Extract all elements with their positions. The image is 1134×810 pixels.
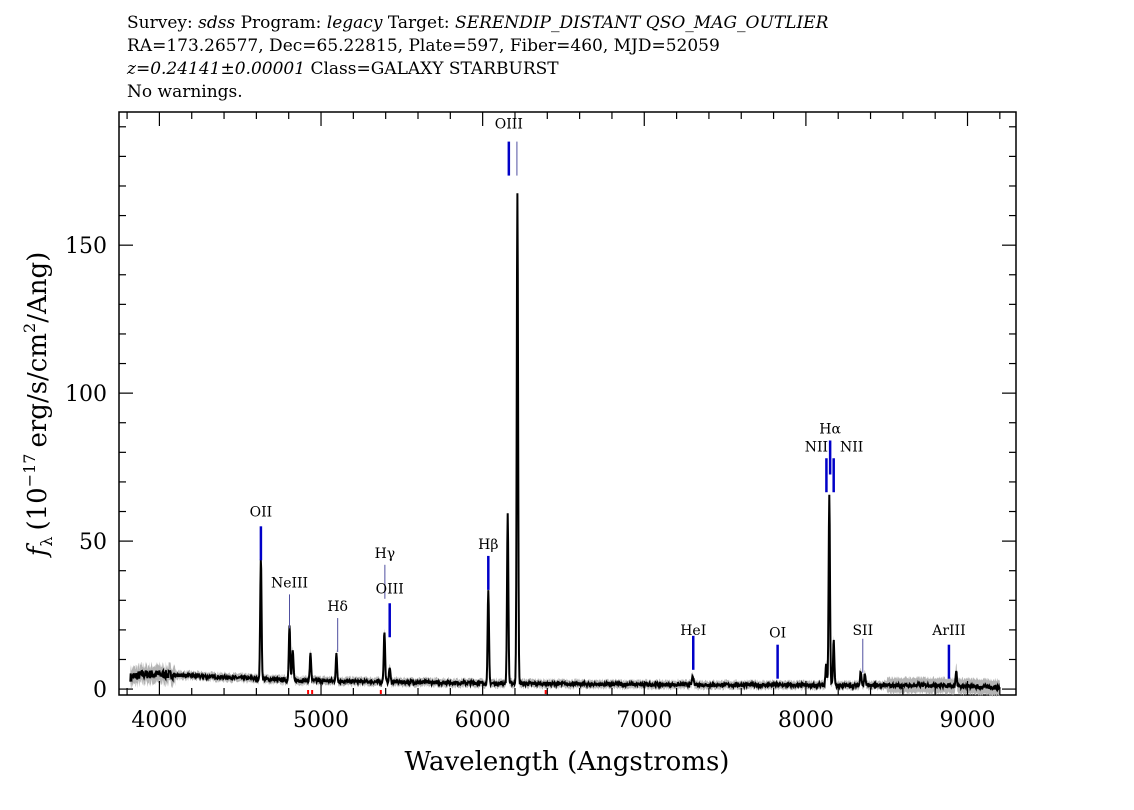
y-label-sq: 2 <box>20 323 39 333</box>
y-label-sub: λ <box>37 537 56 547</box>
line-label: NeIII <box>271 575 308 591</box>
x-tick-label: 5000 <box>293 708 349 733</box>
redshift-value: z=0.24141±0.00001 <box>127 59 306 79</box>
header-line-2: RA=173.26577, Dec=65.22815, Plate=597, F… <box>127 36 720 56</box>
x-axis-label: Wavelength (Angstroms) <box>405 747 730 777</box>
line-label: Hγ <box>375 546 396 562</box>
line-label: HeI <box>680 623 706 639</box>
line-label: NII <box>805 439 828 455</box>
warnings-text: No warnings. <box>127 82 243 102</box>
x-tick-label: 8000 <box>778 708 834 733</box>
y-label-c: /Ang) <box>23 252 53 323</box>
y-label-a: (10 <box>23 487 53 530</box>
plot-frame <box>118 111 1017 696</box>
target-value: SERENDIP_DISTANT QSO_MAG_OUTLIER <box>455 13 829 33</box>
line-label: OI <box>769 626 786 642</box>
program-value: legacy <box>326 13 383 33</box>
line-label: SII <box>852 623 873 639</box>
x-tick-label: 7000 <box>616 708 672 733</box>
survey-value: sdss <box>198 13 236 33</box>
class-value: Class=GALAXY STARBURST <box>310 59 559 79</box>
line-label: Hδ <box>327 599 348 615</box>
spectrum-series <box>129 193 1001 693</box>
x-tick-label: 4000 <box>131 708 187 733</box>
x-tick-label: 6000 <box>455 708 511 733</box>
target-label: Target: <box>387 13 450 33</box>
line-label: NII <box>840 439 863 455</box>
y-label-exp: −17 <box>20 454 39 488</box>
y-tick-label: 0 <box>93 678 107 703</box>
line-label: Hα <box>819 422 841 438</box>
line-label: ArIII <box>931 623 965 639</box>
program-label: Program: <box>240 13 322 33</box>
y-tick-label: 150 <box>65 234 107 259</box>
header-line-3: z=0.24141±0.00001 Class=GALAXY STARBURST <box>127 58 828 81</box>
axis-ticks: 4000 5000 6000 7000 8000 9000 0 50 100 150 <box>65 112 1016 733</box>
mask-markers <box>307 690 547 694</box>
y-tick-label: 100 <box>65 382 107 407</box>
line-label: OIII <box>376 581 404 597</box>
spectrum-line <box>129 193 1001 693</box>
x-tick-label: 9000 <box>940 708 996 733</box>
header-line-1: Survey: sdss Program: legacy Target: SER… <box>127 12 828 35</box>
line-label: OII <box>250 504 273 520</box>
y-label-b: erg/s/cm <box>23 333 53 448</box>
line-markers: OIINeIIIHδHγOIIIHβOIIIOIIIHeIOINIIHαNIIS… <box>250 117 966 679</box>
survey-label: Survey: <box>127 13 193 33</box>
line-label: Hβ <box>478 537 498 553</box>
spectrum-header: Survey: sdss Program: legacy Target: SER… <box>127 12 828 104</box>
line-label: OIII <box>495 117 523 133</box>
y-axis-label: fλ(10−17erg/s/cm2/Ang) <box>20 252 56 559</box>
y-tick-label: 50 <box>79 530 107 555</box>
